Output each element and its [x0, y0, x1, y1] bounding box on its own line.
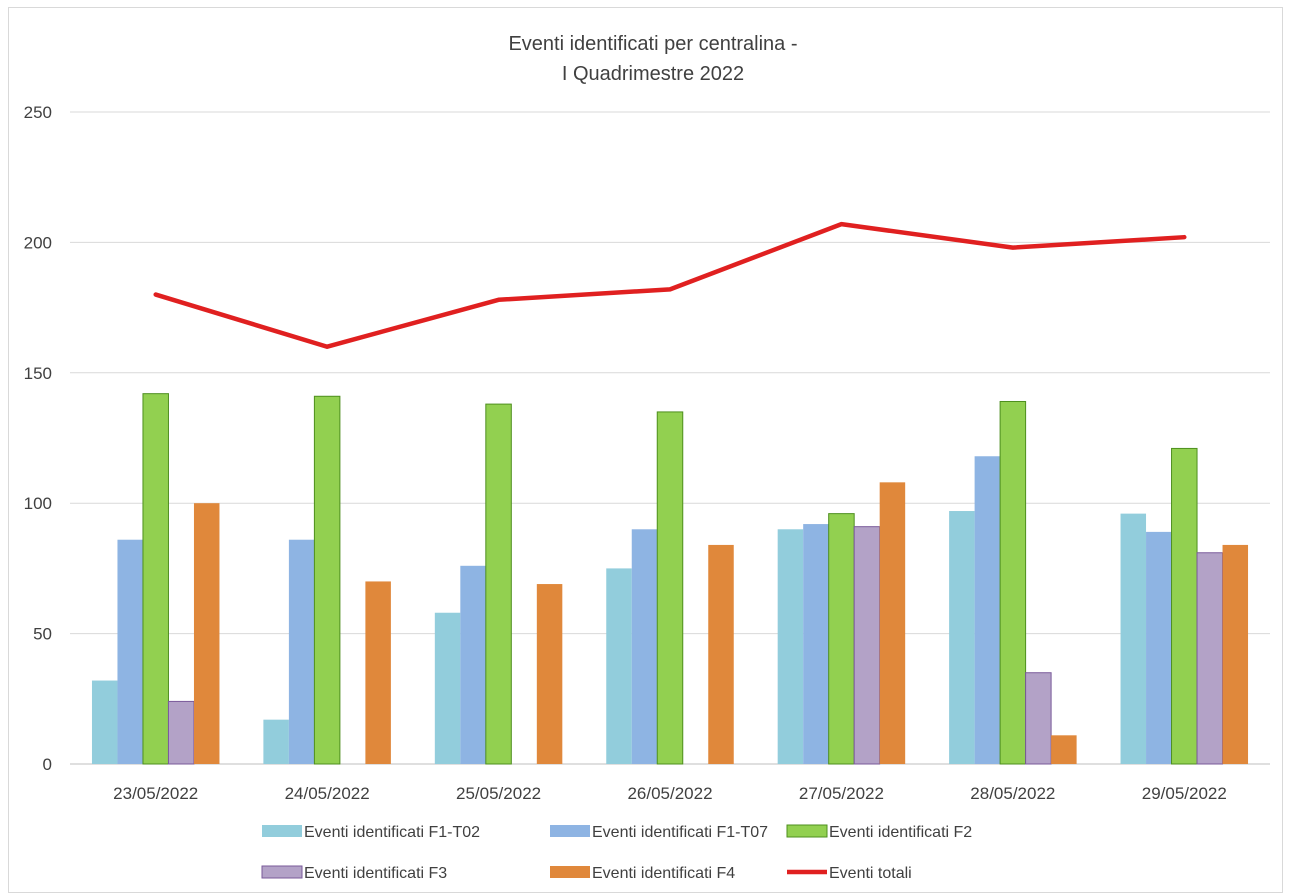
bar	[828, 513, 855, 765]
bar	[193, 503, 220, 764]
bar	[1196, 552, 1224, 765]
line-series	[153, 221, 1187, 349]
bar	[1051, 735, 1077, 764]
bar	[777, 529, 804, 764]
bar	[288, 539, 315, 764]
bars	[91, 393, 1249, 765]
bar	[365, 581, 391, 764]
bar	[1222, 544, 1249, 764]
bar	[1146, 531, 1172, 764]
bar	[460, 565, 486, 764]
x-tick-label: 23/05/2022	[113, 784, 198, 803]
bar	[1120, 513, 1147, 764]
legend-label: Eventi identificati F3	[304, 865, 447, 882]
y-tick-label: 50	[33, 625, 52, 644]
bar	[1025, 672, 1052, 765]
bar	[313, 395, 341, 765]
bar	[434, 612, 461, 764]
legend-label: Eventi identificati F1-T07	[592, 824, 768, 841]
legend-swatch	[550, 866, 590, 878]
bar	[853, 526, 881, 765]
legend-label: Eventi identificati F2	[829, 824, 972, 841]
x-tick-label: 25/05/2022	[456, 784, 541, 803]
y-tick-label: 100	[24, 494, 52, 513]
bar	[631, 529, 658, 764]
x-tick-label: 26/05/2022	[627, 784, 712, 803]
legend-swatch	[786, 824, 828, 838]
legend-label: Eventi identificati F1-T02	[304, 824, 480, 841]
bar	[606, 568, 632, 764]
legend-swatch	[261, 865, 303, 879]
chart-title-line-2: I Quadrimestre 2022	[562, 63, 744, 85]
bar	[536, 584, 563, 764]
legend-label: Eventi totali	[829, 865, 912, 882]
bar	[879, 482, 906, 764]
y-tick-label: 200	[24, 233, 52, 252]
x-tick-label: 28/05/2022	[970, 784, 1055, 803]
chart-title-line-1: Eventi identificati per centralina -	[508, 33, 797, 55]
legend-label: Eventi identificati F4	[592, 865, 735, 882]
bar	[949, 511, 975, 764]
bar	[999, 400, 1027, 765]
bar	[485, 403, 512, 765]
y-axis: 0 50 100 150 200 250	[24, 103, 52, 774]
bar	[974, 456, 1001, 764]
y-tick-label: 0	[43, 755, 52, 774]
bar	[803, 524, 829, 764]
bar	[656, 411, 684, 765]
legend: Eventi identificati F1-T02 Eventi identif…	[261, 824, 972, 882]
legend-swatch	[550, 825, 590, 837]
legend-swatch	[262, 825, 302, 837]
bar	[708, 544, 734, 764]
x-tick-label: 27/05/2022	[799, 784, 884, 803]
x-tick-label: 24/05/2022	[285, 784, 370, 803]
bar	[142, 393, 169, 765]
bar	[167, 700, 195, 765]
bar	[91, 680, 118, 764]
x-axis: 23/05/2022 24/05/2022 25/05/2022 26/05/2022…	[113, 784, 1227, 803]
y-tick-label: 250	[24, 103, 52, 122]
y-tick-label: 150	[24, 364, 52, 383]
total-line	[153, 221, 1187, 349]
bar	[117, 539, 143, 764]
bar	[1171, 447, 1198, 765]
x-tick-label: 29/05/2022	[1142, 784, 1227, 803]
bar	[263, 719, 289, 764]
